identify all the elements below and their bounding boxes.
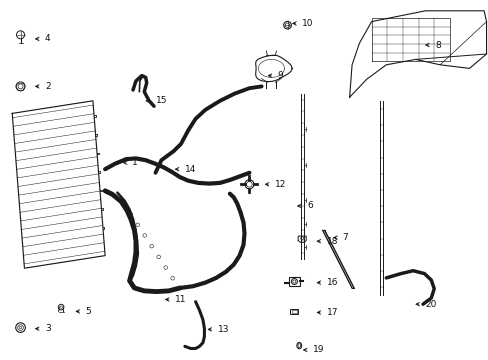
Text: 10: 10 (302, 19, 313, 28)
Text: 20: 20 (425, 300, 436, 309)
Text: 15: 15 (155, 96, 167, 105)
Bar (288, 277, 299, 286)
Text: 9: 9 (277, 71, 283, 80)
Text: 7: 7 (342, 233, 347, 242)
Text: 14: 14 (184, 165, 196, 174)
Bar (290, 309, 298, 314)
Text: 18: 18 (326, 237, 338, 246)
Text: 17: 17 (326, 308, 338, 317)
Text: 16: 16 (326, 278, 338, 287)
Text: 1: 1 (132, 158, 138, 167)
Text: 6: 6 (306, 202, 312, 210)
Text: 13: 13 (217, 325, 229, 334)
Text: 3: 3 (45, 324, 51, 333)
Text: 4: 4 (45, 34, 51, 43)
Text: 8: 8 (434, 40, 440, 49)
Text: 12: 12 (274, 180, 285, 189)
Text: 11: 11 (175, 295, 186, 304)
Bar (291, 310, 296, 312)
Text: 2: 2 (45, 82, 51, 91)
Text: 19: 19 (312, 346, 324, 354)
Text: 5: 5 (85, 307, 91, 316)
